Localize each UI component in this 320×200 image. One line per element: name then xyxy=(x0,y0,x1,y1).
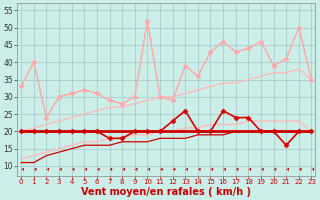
X-axis label: Vent moyen/en rafales ( km/h ): Vent moyen/en rafales ( km/h ) xyxy=(81,187,251,197)
